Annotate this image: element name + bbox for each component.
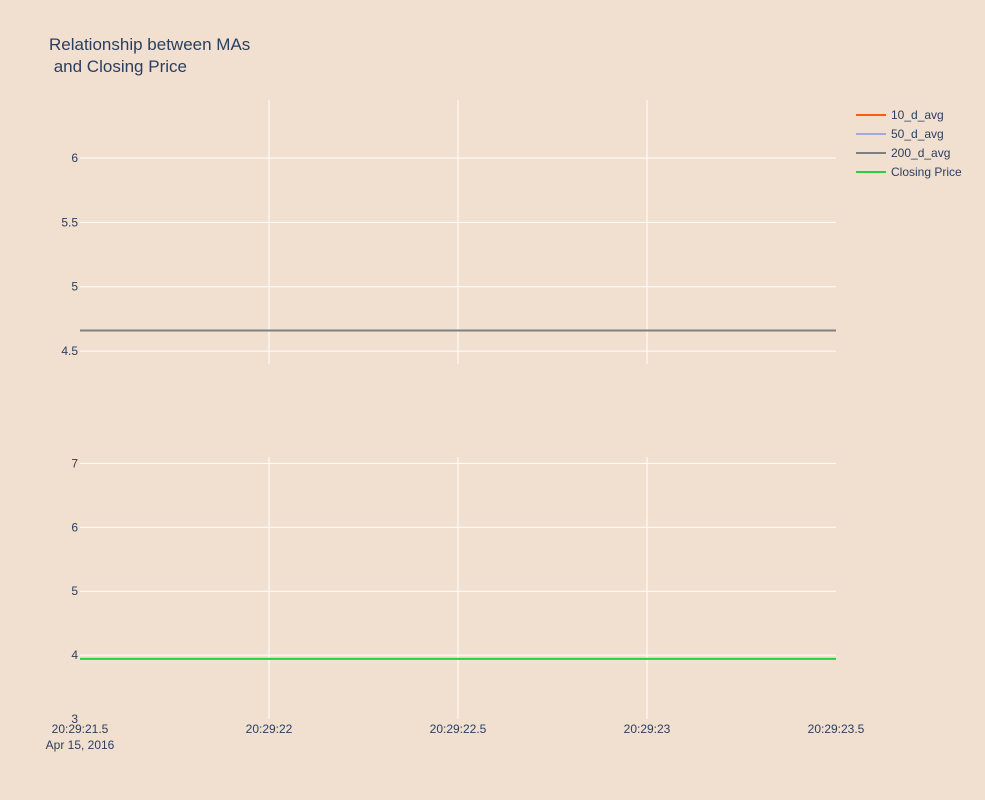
y-tick-label: 7 bbox=[71, 456, 78, 470]
legend: 10_d_avg 50_d_avg 200_d_avg Closing Price bbox=[856, 108, 962, 179]
legend-item-label[interactable]: 10_d_avg bbox=[891, 108, 944, 122]
legend-item-label[interactable]: 200_d_avg bbox=[891, 146, 950, 160]
y-tick-label: 3 bbox=[71, 712, 78, 726]
y-tick-label: 5 bbox=[71, 584, 78, 598]
x-tick-label: 20:29:21.5 bbox=[52, 722, 109, 736]
x-date-label: Apr 15, 2016 bbox=[46, 738, 115, 752]
y-tick-label: 6 bbox=[71, 520, 78, 534]
y-tick-label: 6 bbox=[71, 151, 78, 165]
x-tick-label: 20:29:23.5 bbox=[808, 722, 865, 736]
y-tick-label: 5.5 bbox=[61, 215, 78, 229]
x-tick-label: 20:29:22.5 bbox=[430, 722, 487, 736]
legend-item-label[interactable]: 50_d_avg bbox=[891, 127, 944, 141]
y-tick-label: 4.5 bbox=[61, 344, 78, 358]
chart-title-line-2: and Closing Price bbox=[49, 57, 187, 76]
chart-title-line-1: Relationship between MAs bbox=[49, 35, 250, 54]
y-tick-label: 4 bbox=[71, 648, 78, 662]
legend-item-label[interactable]: Closing Price bbox=[891, 165, 962, 179]
x-tick-label: 20:29:23 bbox=[624, 722, 671, 736]
y-tick-label: 5 bbox=[71, 280, 78, 294]
plot-area: 4.5 5 5.5 6 3 4 5 6 7 20:29:21.5 20:29:22 20:29:22.… bbox=[46, 100, 865, 752]
x-tick-label: 20:29:22 bbox=[246, 722, 293, 736]
